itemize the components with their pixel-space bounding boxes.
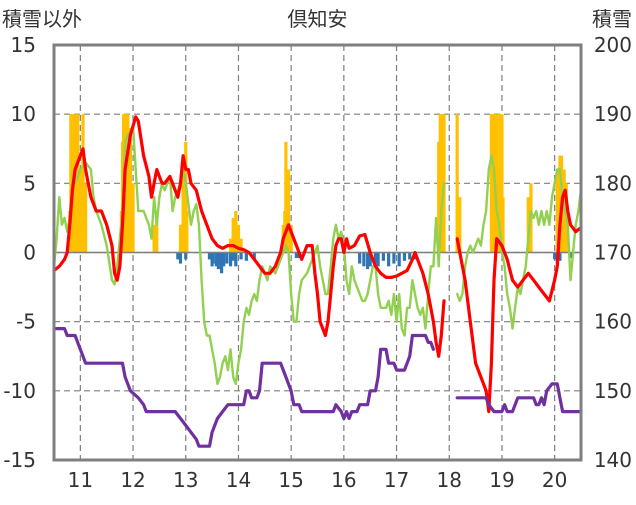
- x-tick-label: 13: [173, 468, 198, 492]
- bar-negative: [234, 252, 238, 267]
- bar-positive: [498, 114, 502, 253]
- bar-negative: [228, 252, 233, 267]
- bar-positive: [236, 224, 241, 253]
- bar-negative: [294, 252, 299, 259]
- bar-positive: [178, 224, 183, 253]
- bar-negative: [176, 252, 180, 260]
- bar-positive: [81, 114, 85, 253]
- y-ticks-left: 15 10 5 0 -5 -10 -15: [3, 33, 36, 472]
- x-tick-label: 11: [68, 468, 93, 492]
- y-tick-label-right: 180: [594, 171, 632, 195]
- y-tick-label-right: 160: [594, 310, 632, 334]
- bar-positive: [526, 197, 530, 253]
- bar-negative: [365, 252, 370, 270]
- y-tick-label-right: 190: [594, 102, 632, 126]
- y-tick-label-left: 10: [11, 102, 36, 126]
- bar-negative: [231, 252, 235, 261]
- bar-positive: [131, 183, 135, 253]
- bar-negative: [381, 252, 385, 261]
- y-tick-label-left: -10: [3, 379, 36, 403]
- x-ticks: 11 12 13 14 15 16 17 18 19 20: [68, 468, 568, 492]
- bar-negative: [219, 252, 224, 274]
- bar-negative: [397, 252, 401, 267]
- y-tick-label-left: -15: [3, 448, 36, 472]
- bar-positive: [239, 238, 243, 253]
- bar-negative: [358, 252, 362, 264]
- bar-positive: [500, 114, 504, 253]
- bar-positive: [84, 183, 88, 253]
- series-lines: [52, 115, 583, 448]
- x-tick-label: 15: [278, 468, 303, 492]
- y-tick-label-left: -5: [16, 310, 36, 334]
- bar-negative: [222, 252, 226, 267]
- bar-positive: [76, 114, 80, 253]
- bar-positive: [286, 169, 291, 253]
- bar-negative: [178, 252, 183, 264]
- bar-positive: [231, 217, 235, 253]
- bar-negative: [362, 252, 366, 267]
- bar-negative: [239, 252, 243, 260]
- y-tick-label-left: 15: [11, 33, 36, 57]
- series-line-purple: [52, 327, 583, 448]
- bar-positive: [555, 169, 559, 253]
- bar-negative: [207, 252, 212, 260]
- bar-negative: [211, 252, 215, 264]
- chart-title: 倶知安: [288, 7, 348, 31]
- bar-positive: [234, 211, 238, 253]
- bar-positive: [284, 141, 288, 253]
- bar-positive: [128, 128, 133, 253]
- bar-positive: [152, 224, 156, 253]
- bar-positive: [155, 211, 159, 253]
- plot-frame: [52, 43, 583, 462]
- bar-positive: [455, 114, 459, 253]
- bar-negative: [216, 252, 221, 270]
- bar-negative: [368, 252, 372, 267]
- bar-negative: [408, 252, 412, 260]
- bar-negative: [244, 252, 248, 261]
- y-tick-label-right: 140: [594, 448, 632, 472]
- x-tick-label: 19: [489, 468, 514, 492]
- x-tick-label: 18: [437, 468, 462, 492]
- bar-negative: [252, 252, 256, 260]
- y-tick-label-right: 150: [594, 379, 632, 403]
- bar-positive: [501, 197, 505, 253]
- bar-negative: [553, 252, 557, 260]
- bar-positive: [289, 224, 293, 253]
- y-ticks-right: 200 190 180 170 160 150 140: [594, 33, 632, 472]
- x-tick-label: 14: [226, 468, 251, 492]
- bar-negative: [214, 252, 218, 267]
- x-tick-label: 12: [120, 468, 145, 492]
- x-tick-label: 17: [384, 468, 409, 492]
- bar-positive: [458, 197, 462, 253]
- bar-negative: [402, 252, 407, 261]
- series-line-red: [52, 115, 583, 414]
- series-line-green: [52, 126, 583, 386]
- bar-negative: [376, 252, 380, 267]
- y-tick-label-left: 0: [23, 241, 36, 265]
- bar-positive: [181, 155, 185, 253]
- bar-negative: [184, 252, 188, 260]
- bar-positive: [78, 169, 82, 253]
- bar-positive: [184, 141, 188, 253]
- y-tick-label-right: 170: [594, 241, 632, 265]
- bar-negative: [225, 252, 229, 264]
- bar-negative: [387, 252, 391, 267]
- bar-negative: [373, 252, 378, 264]
- bar-positive: [185, 211, 189, 253]
- bar-negative: [558, 252, 562, 261]
- x-tick-label: 16: [331, 468, 356, 492]
- y-axis-label-left: 積雪以外: [2, 7, 82, 31]
- bar-positive: [126, 114, 130, 253]
- bar-positive: [440, 114, 444, 253]
- y-axis-label-right: 積雪: [592, 7, 632, 31]
- y-tick-label-right: 200: [594, 33, 632, 57]
- y-tick-label-left: 5: [23, 171, 36, 195]
- x-tick-label: 20: [542, 468, 567, 492]
- bar-negative: [392, 252, 396, 264]
